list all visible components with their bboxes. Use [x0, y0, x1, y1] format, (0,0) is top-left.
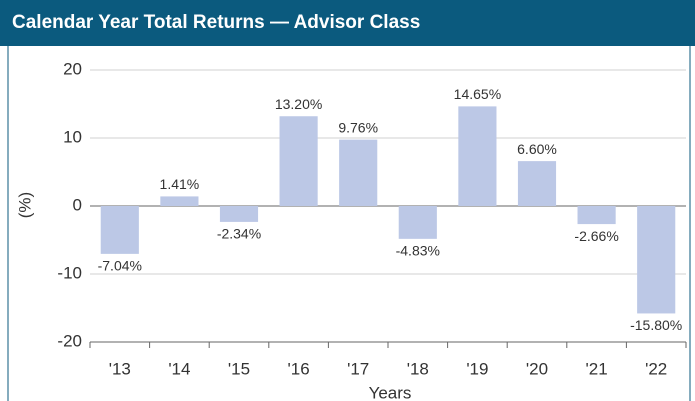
x-tick-label: '18 — [407, 359, 429, 378]
x-tick-label: '15 — [228, 359, 250, 378]
y-tick-label: -10 — [57, 263, 82, 282]
chart-title: Calendar Year Total Returns — Advisor Cl… — [12, 12, 420, 33]
data-label: -4.83% — [396, 243, 440, 259]
bar — [100, 206, 139, 254]
data-label: -15.80% — [630, 317, 682, 333]
x-axis-label: Years — [369, 383, 412, 401]
bar — [637, 206, 676, 314]
y-tick-label: 0 — [73, 195, 82, 214]
bar — [279, 116, 318, 206]
x-tick-label: '21 — [586, 359, 608, 378]
y-tick-label: 10 — [63, 127, 82, 146]
header-bar — [0, 0, 695, 46]
data-label: 1.41% — [160, 176, 200, 192]
data-label: -2.34% — [217, 226, 261, 242]
data-label: 6.60% — [517, 141, 557, 157]
bar — [577, 206, 616, 225]
y-tick-label: 20 — [63, 59, 82, 78]
bar — [219, 206, 259, 222]
x-tick-label: '16 — [288, 359, 310, 378]
bar — [398, 206, 437, 239]
y-tick-label: -20 — [57, 331, 82, 350]
x-tick-label: '17 — [347, 359, 369, 378]
bar — [458, 106, 497, 206]
bar — [517, 161, 557, 206]
x-tick-label: '19 — [466, 359, 488, 378]
x-tick-label: '22 — [645, 359, 667, 378]
data-label: 9.76% — [338, 119, 378, 135]
bar — [339, 139, 378, 206]
data-label: -2.66% — [574, 228, 618, 244]
x-tick-label: '13 — [109, 359, 131, 378]
bar — [160, 196, 199, 206]
data-label: -7.04% — [98, 258, 142, 274]
x-tick-label: '14 — [168, 359, 190, 378]
x-tick-label: '20 — [526, 359, 548, 378]
data-label: 14.65% — [454, 86, 501, 102]
y-axis-label: (%) — [15, 192, 34, 218]
data-label: 13.20% — [275, 96, 322, 112]
